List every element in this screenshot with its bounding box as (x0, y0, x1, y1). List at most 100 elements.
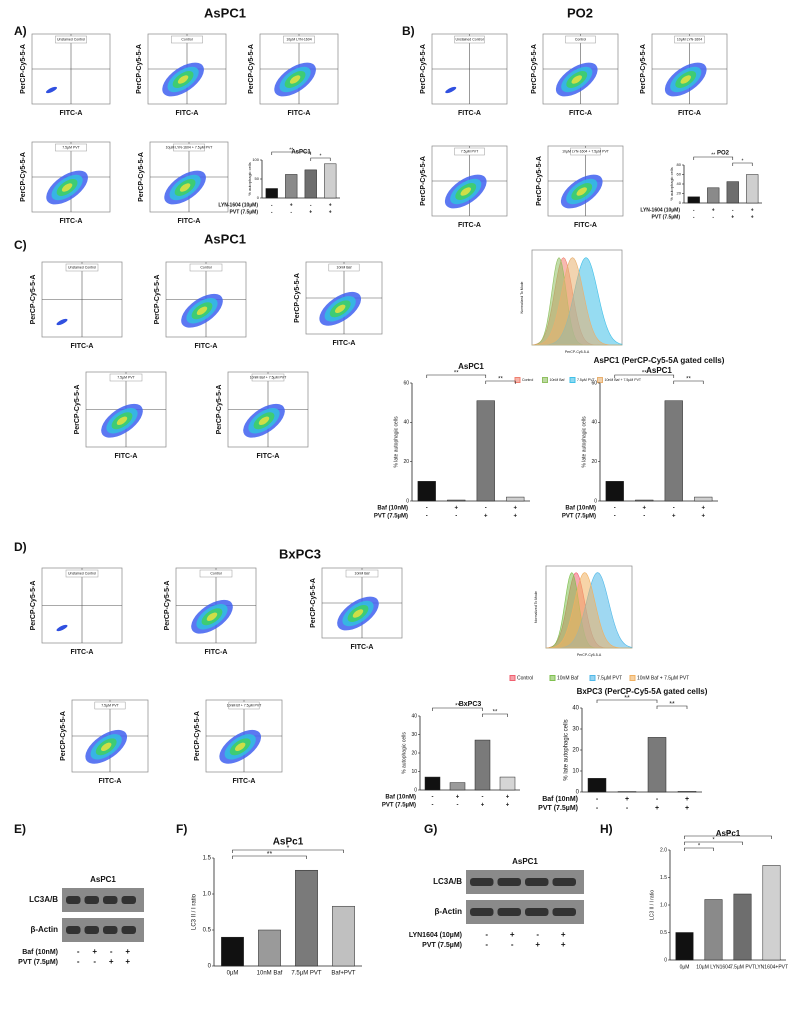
row-sign: - (693, 207, 695, 213)
blot-band (85, 896, 100, 904)
x-axis-label: PerCP-Cy5-5-A (565, 350, 590, 354)
row-sign: + (513, 514, 517, 520)
blot-band (553, 878, 577, 886)
y-tick-label: 0 (679, 200, 682, 205)
blot-band (103, 896, 118, 904)
plot-title: Control (210, 571, 222, 575)
bar (676, 933, 693, 961)
x-axis-label: FITC-A (458, 110, 481, 117)
plot-title: 10µM LYN-1604 + 7.5µM PVT (562, 149, 610, 153)
row-label: PVT (7.5µM) (382, 803, 416, 809)
band-label: β-Actin (434, 907, 462, 916)
blot-title: AsPC1 (512, 857, 538, 866)
plot-title: 7.5µM PVT (117, 375, 135, 379)
row-sign: + (701, 506, 705, 512)
row-label: PVT (7.5µM) (230, 209, 259, 215)
row-sign: - (432, 803, 434, 809)
y-axis-label: PerCP-Cy5-5-A (420, 156, 427, 206)
row-sign: - (485, 506, 487, 512)
panel-letter: F) (176, 822, 187, 836)
x-axis-label: FITC-A (288, 110, 311, 117)
bar (648, 737, 666, 792)
y-axis-label: PerCP-Cy5-5-A (420, 44, 427, 94)
x-axis-label: FITC-A (233, 778, 256, 785)
legend-swatch (630, 676, 635, 681)
x-axis-label: FITC-A (99, 778, 122, 785)
legend-swatch (598, 378, 603, 383)
plot-title: Unstained Control (57, 37, 85, 41)
bar (763, 865, 780, 960)
row-sign: - (643, 514, 645, 520)
bar (734, 894, 751, 960)
legend-label: 10nM Baf + 7.5µM PVT (605, 378, 642, 382)
bar (425, 777, 440, 790)
significance-label: * (698, 844, 701, 850)
bar (727, 182, 739, 203)
panel-title: PO2 (567, 5, 593, 20)
row-sign: - (485, 940, 488, 949)
significance-label: ** (454, 371, 459, 377)
x-tick-label: 10µM LYN1604 (696, 964, 731, 970)
row-label: Baf (10nM) (385, 795, 416, 801)
row-sign: + (751, 214, 754, 220)
y-axis-label: PerCP-Cy5-5-A (138, 152, 145, 202)
y-tick-label: 20 (591, 459, 597, 465)
y-tick-label: 1.5 (203, 856, 212, 862)
y-tick-label: 0 (594, 498, 597, 504)
plot-title: 7.5µM PVT (101, 703, 119, 707)
blot-band (498, 908, 522, 916)
bar (332, 906, 354, 966)
y-tick-label: 2.0 (660, 847, 667, 853)
x-axis-label: FITC-A (574, 222, 597, 229)
significance-label: ** (498, 377, 503, 383)
row-sign: - (614, 514, 616, 520)
row-sign: + (506, 795, 510, 801)
x-axis-label: FITC-A (205, 649, 228, 656)
x-axis-label: FITC-A (71, 649, 94, 656)
legend-label: 10nM Baf (550, 378, 565, 382)
y-axis-label: PerCP-Cy5-5-A (531, 44, 538, 94)
blot-band (85, 926, 100, 934)
y-tick-label: 30 (572, 727, 579, 733)
y-tick-label: 100 (252, 157, 259, 162)
row-sign: - (110, 947, 113, 956)
y-tick-label: 0 (257, 195, 260, 200)
blot-band (553, 908, 577, 916)
row-sign: - (310, 202, 312, 208)
row-sign: + (672, 514, 676, 520)
row-sign: - (77, 947, 80, 956)
row-label: LYN-1604 (10µM) (218, 202, 258, 208)
bar (606, 481, 624, 501)
panel-title: AsPC1 (204, 5, 246, 20)
row-label: Baf (10nM) (542, 796, 578, 803)
row-sign: - (626, 805, 629, 812)
x-axis-label: PerCP-Cy5-5-A (577, 653, 602, 657)
y-tick-label: 60 (403, 380, 409, 386)
row-sign: + (561, 930, 566, 939)
chart-title: BxPC3 (459, 701, 482, 708)
y-axis-label: PerCP-Cy5-5-A (30, 581, 37, 631)
blot-band (498, 878, 522, 886)
y-axis-label: PerCP-Cy5-5-A (294, 273, 301, 323)
row-sign: - (482, 795, 484, 801)
row-sign: + (125, 957, 130, 966)
row-sign: + (513, 506, 517, 512)
y-axis-label: % autophagic cells (247, 162, 252, 195)
x-tick-label: 0µM (680, 964, 690, 970)
row-label: PVT (7.5µM) (422, 942, 462, 949)
x-axis-label: FITC-A (60, 218, 83, 225)
significance-label: ** (624, 695, 630, 702)
y-tick-label: 0 (576, 790, 580, 796)
plot-title: Unstained Control (68, 571, 96, 575)
y-tick-label: 1.5 (660, 875, 667, 881)
chart-title: PO2 (717, 151, 730, 157)
x-axis-label: FITC-A (178, 218, 201, 225)
y-tick-label: 40 (591, 420, 597, 426)
blot-title: AsPC1 (90, 875, 116, 884)
x-axis-label: FITC-A (257, 453, 280, 460)
legend-label: Control (517, 675, 533, 681)
significance-label: ** (711, 152, 715, 158)
row-sign: + (685, 805, 689, 812)
x-tick-label: LYN1604+PVT (755, 964, 788, 970)
y-tick-label: 40 (572, 706, 579, 712)
